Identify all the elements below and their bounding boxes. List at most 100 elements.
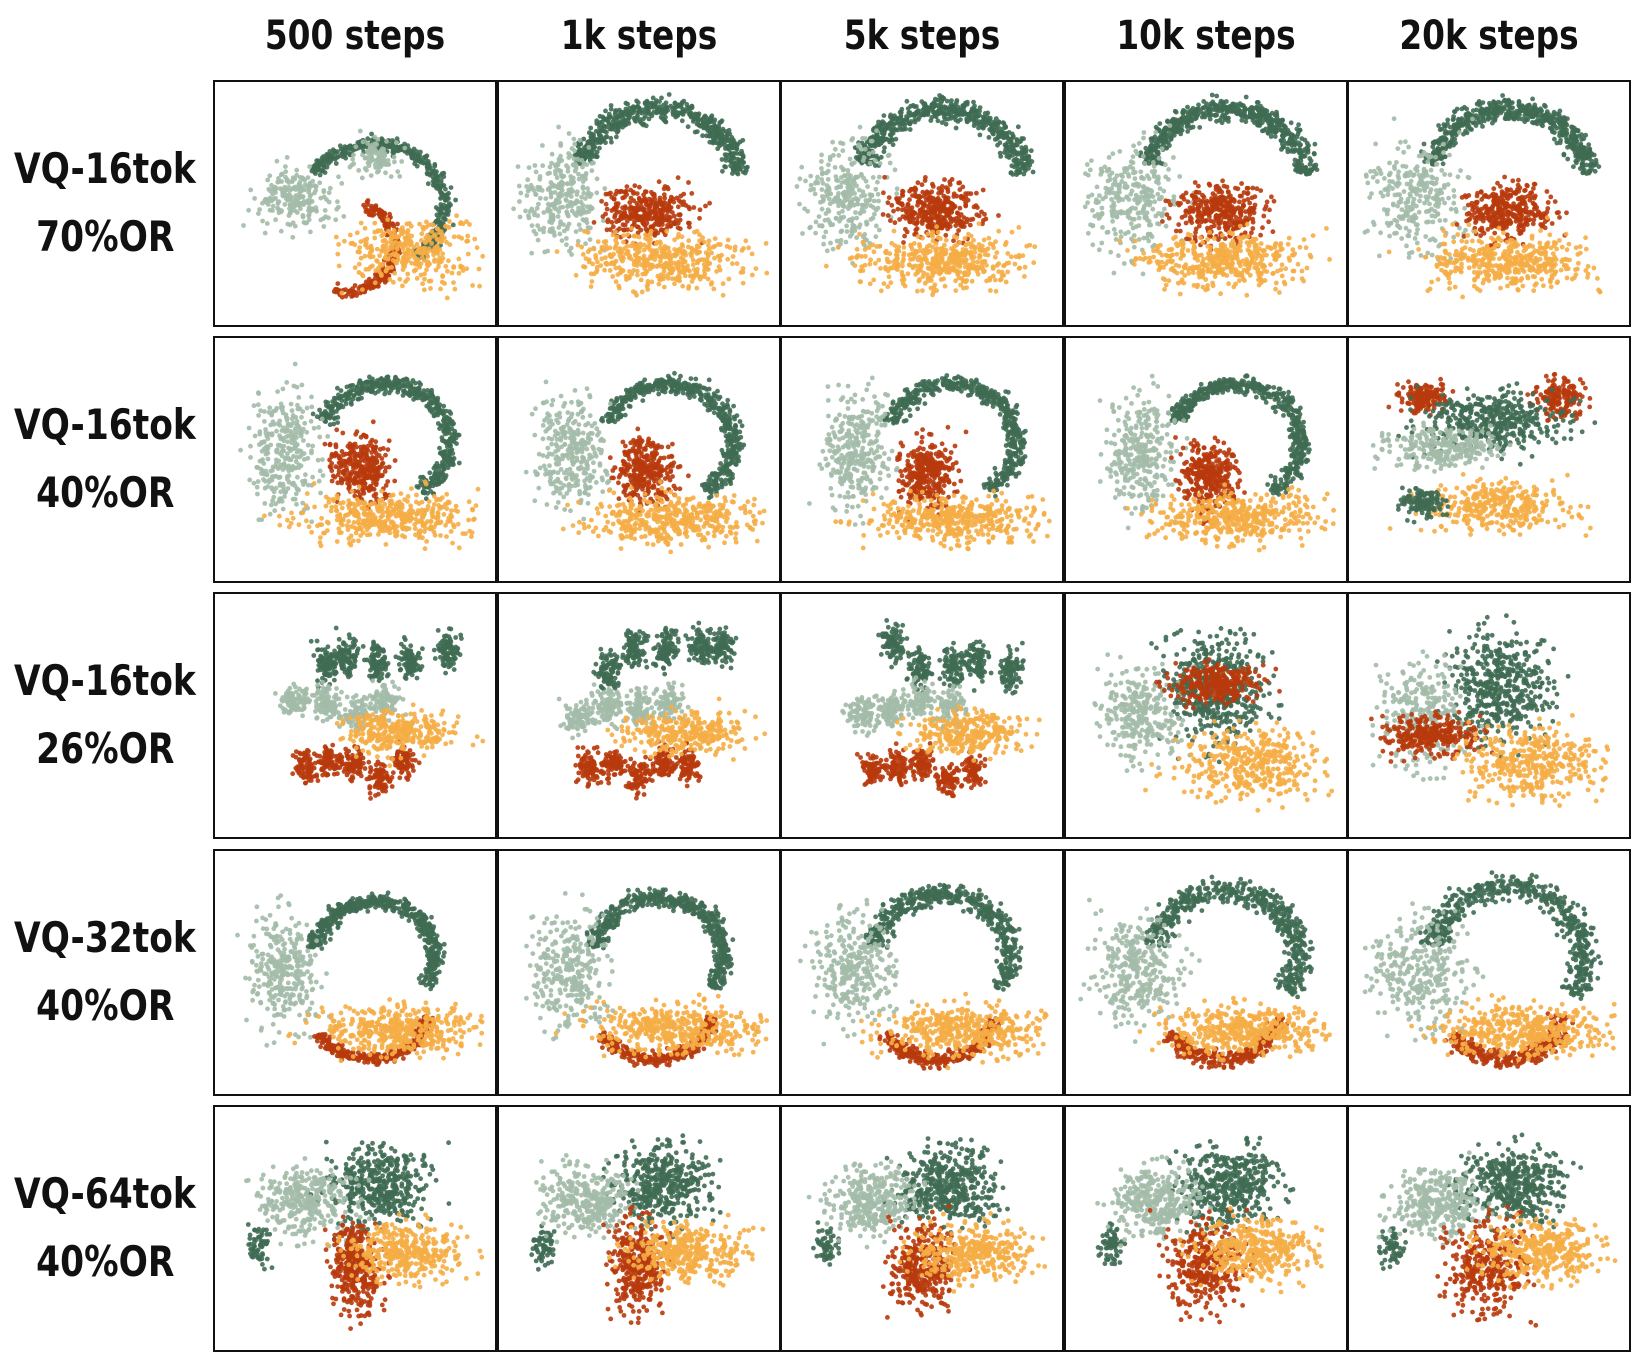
point: [634, 191, 640, 196]
point: [626, 121, 632, 126]
point: [915, 202, 920, 208]
point: [1166, 131, 1172, 137]
point: [674, 113, 680, 119]
point: [424, 219, 429, 225]
point: [974, 113, 979, 119]
point: [739, 148, 744, 154]
point: [652, 193, 657, 199]
point: [433, 267, 439, 273]
point: [654, 248, 659, 253]
point: [443, 264, 449, 269]
point: [891, 122, 897, 128]
point: [684, 266, 689, 272]
point: [614, 240, 620, 246]
point: [580, 164, 585, 170]
point: [648, 224, 654, 230]
point: [1239, 117, 1245, 123]
point: [607, 227, 613, 233]
row-title-4-model: VQ-32tok: [14, 904, 196, 972]
point: [407, 254, 413, 260]
point: [672, 281, 677, 287]
point: [1255, 100, 1261, 105]
point: [594, 190, 600, 196]
point: [334, 287, 340, 292]
point: [294, 172, 300, 178]
point: [901, 277, 907, 283]
point: [1173, 109, 1179, 115]
row-title-5: VQ-64tok 40%OR: [0, 1105, 210, 1351]
point: [901, 240, 906, 245]
point: [1213, 113, 1218, 118]
point: [533, 192, 539, 197]
point: [812, 191, 818, 197]
point: [435, 174, 441, 180]
point: [273, 217, 278, 223]
point: [321, 224, 327, 229]
point: [998, 134, 1004, 139]
point: [272, 184, 278, 190]
point: [927, 202, 932, 208]
point: [692, 129, 698, 135]
point: [937, 106, 942, 111]
point: [559, 238, 565, 244]
point: [967, 222, 973, 228]
point: [594, 137, 600, 143]
point: [1208, 101, 1214, 107]
point: [730, 254, 736, 259]
point: [859, 146, 864, 152]
point: [700, 116, 706, 122]
point: [581, 136, 587, 142]
point: [947, 182, 953, 187]
point: [625, 227, 630, 233]
point: [1218, 98, 1224, 104]
point: [1021, 156, 1027, 162]
point: [327, 149, 333, 154]
point: [283, 169, 289, 175]
point: [571, 136, 577, 142]
point: [638, 227, 644, 233]
point: [843, 239, 849, 245]
point: [603, 140, 608, 146]
point: [568, 194, 574, 199]
point: [634, 224, 640, 230]
point: [631, 259, 637, 265]
point: [623, 251, 629, 256]
point: [979, 209, 984, 215]
point: [677, 217, 683, 223]
point: [359, 175, 365, 181]
point: [862, 143, 868, 148]
point: [642, 265, 647, 271]
point: [922, 101, 928, 107]
point: [897, 217, 902, 222]
point: [651, 109, 657, 115]
point: [534, 205, 540, 211]
column-title-10k-steps: 10k steps: [1090, 4, 1321, 68]
point: [722, 152, 728, 157]
point: [825, 177, 831, 182]
point: [885, 200, 891, 206]
point: [638, 217, 644, 222]
point: [1244, 115, 1250, 121]
point: [602, 267, 607, 273]
point: [576, 209, 582, 215]
point: [976, 221, 982, 227]
point: [694, 285, 700, 291]
point: [689, 279, 695, 284]
point: [621, 239, 626, 245]
point: [832, 165, 838, 170]
point: [593, 128, 599, 134]
point: [380, 218, 385, 223]
point: [564, 163, 569, 168]
point: [869, 143, 874, 149]
point: [819, 177, 825, 182]
point: [827, 220, 833, 225]
row-title-3-ratio: 26%OR: [36, 715, 174, 783]
point: [629, 226, 634, 231]
point: [1292, 157, 1298, 163]
point: [652, 210, 658, 216]
point: [375, 137, 381, 142]
point: [582, 264, 588, 270]
point: [1184, 124, 1190, 130]
point: [630, 289, 636, 294]
point: [933, 114, 939, 120]
